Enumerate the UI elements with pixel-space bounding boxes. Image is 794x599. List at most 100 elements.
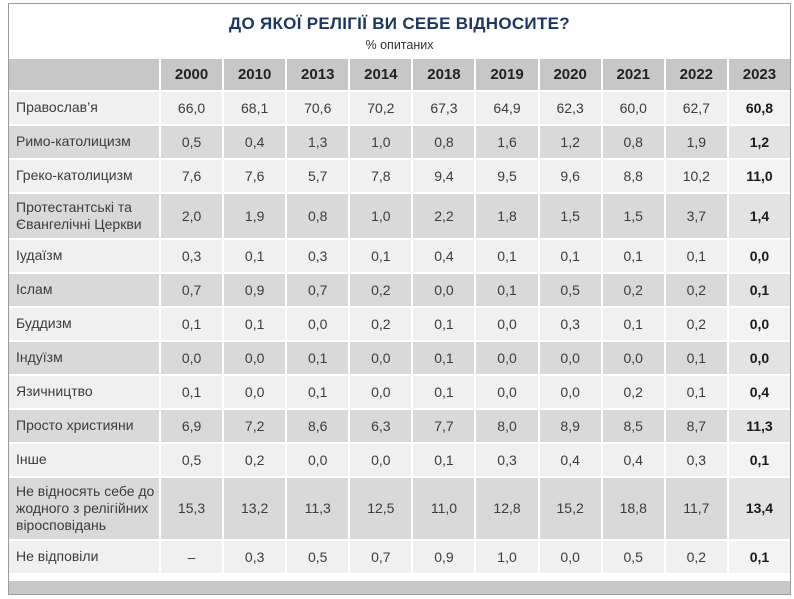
value-cell: 60,0 (602, 91, 664, 124)
year-header: 2023 (728, 58, 790, 90)
row-label: Іудаїзм (9, 239, 159, 272)
year-header: 2020 (539, 58, 601, 90)
value-cell: 12,5 (350, 477, 412, 539)
row-label: Не відповіли (9, 540, 159, 573)
value-cell: 8,8 (602, 159, 664, 192)
religion-table: 2000 2010 2013 2014 2018 2019 2020 2021 2022 2023… (9, 58, 790, 573)
value-cell: 0,0 (476, 341, 538, 374)
value-cell: 0,1 (728, 540, 790, 573)
row-label: Інше (9, 443, 159, 476)
year-header: 2014 (350, 58, 412, 90)
value-cell: 11,7 (665, 477, 727, 539)
row-label: Язичництво (9, 375, 159, 408)
value-cell: 0,2 (665, 307, 727, 340)
value-cell: 8,6 (287, 409, 349, 442)
value-cell: 0,1 (350, 239, 412, 272)
value-cell: 0,4 (224, 125, 286, 158)
value-cell: 7,6 (161, 159, 223, 192)
value-cell: 0,0 (539, 341, 601, 374)
value-cell: 1,9 (224, 193, 286, 238)
row-label: Не відносять себе до жодного з релігійни… (9, 477, 159, 539)
value-cell: 2,2 (413, 193, 475, 238)
value-cell: 1,6 (476, 125, 538, 158)
value-cell: 0,0 (476, 307, 538, 340)
value-cell: 9,5 (476, 159, 538, 192)
value-cell: 0,1 (602, 239, 664, 272)
footer-band (9, 581, 790, 594)
value-cell: 0,2 (602, 273, 664, 306)
value-cell: 0,0 (287, 307, 349, 340)
value-cell: 11,3 (728, 409, 790, 442)
value-cell: 7,8 (350, 159, 412, 192)
row-label: Протестантські та Євангелічні Церкви (9, 193, 159, 238)
value-cell: 0,3 (287, 239, 349, 272)
value-cell: 0,0 (224, 341, 286, 374)
value-cell: 67,3 (413, 91, 475, 124)
value-cell: 0,3 (665, 443, 727, 476)
value-cell: 0,0 (476, 375, 538, 408)
value-cell: 0,1 (413, 443, 475, 476)
row-label: Православ’я (9, 91, 159, 124)
value-cell: 0,2 (665, 273, 727, 306)
value-cell: 7,7 (413, 409, 475, 442)
value-cell: 0,1 (665, 239, 727, 272)
value-cell: 15,3 (161, 477, 223, 539)
value-cell: 0,4 (413, 239, 475, 272)
value-cell: 70,6 (287, 91, 349, 124)
value-cell: 15,2 (539, 477, 601, 539)
title-block: ДО ЯКОЇ РЕЛІГІЇ ВИ СЕБЕ ВІДНОСИТЕ? % опи… (9, 4, 790, 59)
value-cell: 1,5 (539, 193, 601, 238)
value-cell: 0,0 (350, 341, 412, 374)
value-cell: 0,1 (665, 341, 727, 374)
value-cell: 0,2 (224, 443, 286, 476)
value-cell: 0,8 (602, 125, 664, 158)
table-frame: ДО ЯКОЇ РЕЛІГІЇ ВИ СЕБЕ ВІДНОСИТЕ? % опи… (8, 3, 791, 595)
value-cell: 0,1 (413, 341, 475, 374)
value-cell: 0,7 (350, 540, 412, 573)
value-cell: 0,3 (476, 443, 538, 476)
value-cell: 1,8 (476, 193, 538, 238)
value-cell: 0,1 (539, 239, 601, 272)
value-cell: 0,1 (161, 307, 223, 340)
value-cell: 70,2 (350, 91, 412, 124)
value-cell: 7,6 (224, 159, 286, 192)
value-cell: 64,9 (476, 91, 538, 124)
value-cell: 60,8 (728, 91, 790, 124)
value-cell: 9,4 (413, 159, 475, 192)
value-cell: 11,3 (287, 477, 349, 539)
value-cell: 62,7 (665, 91, 727, 124)
value-cell: 0,0 (539, 540, 601, 573)
value-cell: 0,2 (665, 540, 727, 573)
value-cell: 8,7 (665, 409, 727, 442)
value-cell: 0,1 (287, 341, 349, 374)
value-cell: 1,4 (728, 193, 790, 238)
year-header: 2000 (161, 58, 223, 90)
value-cell: 9,6 (539, 159, 601, 192)
year-header: 2019 (476, 58, 538, 90)
value-cell: 0,0 (161, 341, 223, 374)
value-cell: 0,0 (413, 273, 475, 306)
value-cell: 1,3 (287, 125, 349, 158)
value-cell: 0,0 (539, 375, 601, 408)
value-cell: 0,4 (728, 375, 790, 408)
value-cell: 0,3 (161, 239, 223, 272)
value-cell: 0,0 (350, 375, 412, 408)
page-subtitle: % опитаних (365, 37, 434, 52)
value-cell: 0,0 (287, 443, 349, 476)
value-cell: 1,0 (350, 193, 412, 238)
year-header: 2022 (665, 58, 727, 90)
value-cell: 1,9 (665, 125, 727, 158)
value-cell: 1,2 (728, 125, 790, 158)
value-cell: 68,1 (224, 91, 286, 124)
value-cell: 0,0 (602, 341, 664, 374)
value-cell: 11,0 (413, 477, 475, 539)
value-cell: 2,0 (161, 193, 223, 238)
value-cell: 3,7 (665, 193, 727, 238)
value-cell: 0,1 (728, 443, 790, 476)
value-cell: 0,5 (539, 273, 601, 306)
value-cell: 0,7 (161, 273, 223, 306)
value-cell: 0,9 (413, 540, 475, 573)
value-cell: 0,5 (161, 443, 223, 476)
row-label: Іслам (9, 273, 159, 306)
